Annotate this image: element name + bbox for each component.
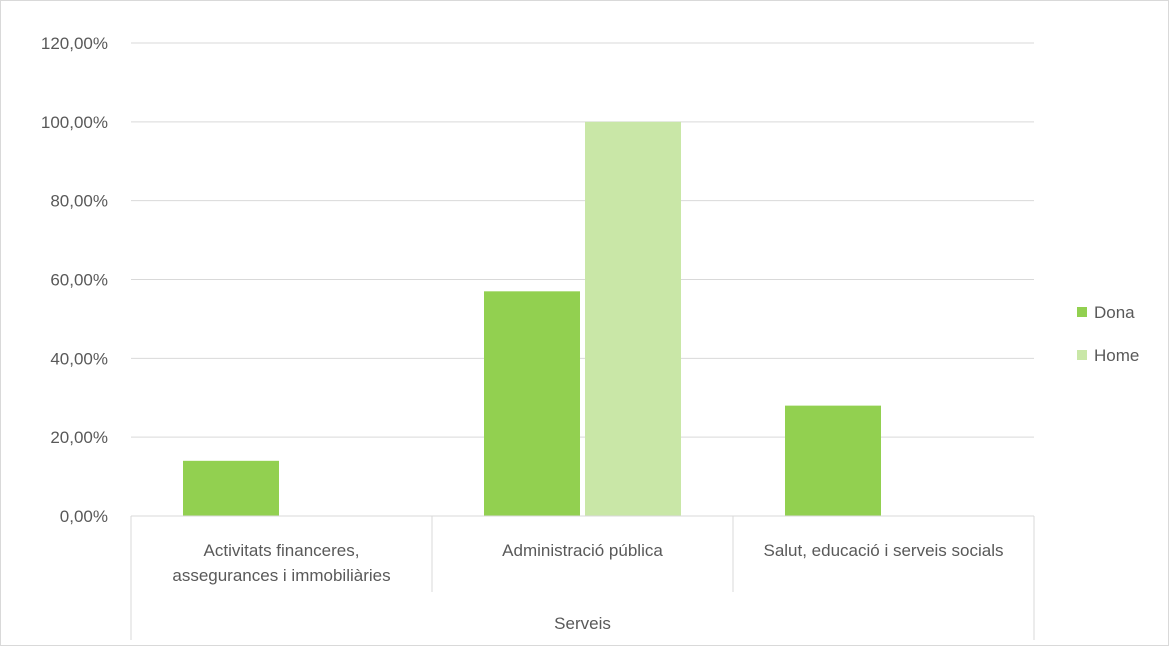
x-tick-label: Administració pública: [502, 541, 663, 560]
legend-swatch: [1077, 350, 1087, 360]
bar: [183, 460, 279, 516]
x-group-label: Serveis: [554, 614, 611, 633]
y-tick-label: 100,00%: [41, 113, 108, 132]
legend-swatch: [1077, 307, 1087, 317]
bar: [484, 291, 580, 516]
y-tick-label: 40,00%: [50, 349, 108, 368]
y-tick-label: 20,00%: [50, 428, 108, 447]
bar: [785, 405, 881, 516]
y-tick-label: 0,00%: [60, 507, 108, 526]
legend-label: Home: [1094, 346, 1139, 365]
x-tick-label: Salut, educació i serveis socials: [763, 541, 1003, 560]
x-tick-label: assegurances i immobiliàries: [172, 566, 390, 585]
x-tick-label: Activitats financeres,: [204, 541, 360, 560]
y-tick-label: 80,00%: [50, 192, 108, 211]
bar: [585, 121, 681, 516]
y-tick-label: 60,00%: [50, 271, 108, 290]
y-tick-label: 120,00%: [41, 34, 108, 53]
legend-label: Dona: [1094, 303, 1135, 322]
